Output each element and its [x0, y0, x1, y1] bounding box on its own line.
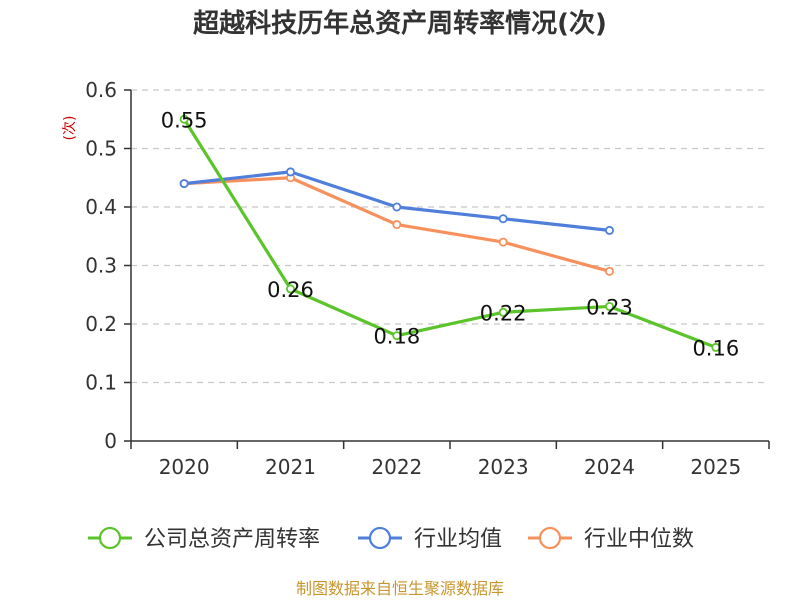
x-tick-label: 2022	[371, 455, 422, 479]
data-point	[392, 331, 402, 341]
y-ticks: 0 0.1 0.2 0.3 0.4 0.5 0.6	[85, 78, 131, 453]
y-tick-label: 0.3	[85, 254, 117, 278]
y-tick-label: 0.6	[85, 78, 117, 102]
data-point	[711, 342, 721, 352]
legend-marker-icon	[538, 526, 562, 550]
data-label: 0.16	[692, 336, 739, 360]
data-point	[392, 202, 402, 212]
data-label: 0.55	[161, 108, 208, 132]
data-point	[605, 225, 615, 235]
series-line	[182, 117, 718, 349]
data-point	[179, 114, 189, 124]
gridlines	[131, 89, 769, 384]
source-note: 制图数据来自恒生聚源数据库	[296, 579, 504, 598]
y-tick-label: 0	[104, 429, 117, 453]
y-tick-label: 0.4	[85, 195, 117, 219]
data-point	[285, 167, 295, 177]
x-tick-label: 2025	[690, 455, 741, 479]
series	[179, 114, 721, 352]
chart-title: 超越科技历年总资产周转率情况(次)	[193, 8, 607, 39]
legend-item[interactable]: 公司总资产周转率	[88, 526, 320, 552]
data-label: 0.26	[267, 278, 314, 302]
x-tick-label: 2021	[265, 455, 316, 479]
data-point	[179, 179, 189, 189]
data-label: 0.23	[586, 295, 633, 319]
data-point	[285, 284, 295, 294]
data-point	[498, 237, 508, 247]
legend-item[interactable]: 行业均值	[358, 526, 502, 552]
legend-item[interactable]: 行业中位数	[528, 526, 694, 552]
legend-label: 行业中位数	[584, 527, 694, 552]
legend-label: 行业均值	[414, 527, 502, 552]
data-point	[392, 220, 402, 230]
data-point	[605, 266, 615, 276]
y-tick-label: 0.5	[85, 137, 117, 161]
data-labels: 0.55 0.26 0.18 0.22 0.23 0.16	[161, 108, 739, 360]
data-point	[498, 214, 508, 224]
x-tick-label: 2020	[159, 455, 210, 479]
legend-marker-icon	[98, 526, 122, 550]
data-point	[498, 307, 508, 317]
y-axis-label: (次)	[62, 116, 78, 141]
data-point	[605, 301, 615, 311]
data-label: 0.22	[480, 301, 527, 325]
x-tick-label: 2023	[478, 455, 529, 479]
legend-label: 公司总资产周转率	[144, 527, 320, 552]
legend-marker-icon	[368, 526, 392, 550]
y-tick-label: 0.2	[85, 312, 117, 336]
x-tick-label: 2024	[584, 455, 635, 479]
legend: 公司总资产周转率 行业均值 行业中位数	[88, 526, 694, 552]
y-tick-label: 0.1	[85, 371, 117, 395]
x-ticks: 2020 2021 2022 2023 2024 2025	[130, 441, 770, 479]
data-label: 0.18	[373, 325, 420, 349]
